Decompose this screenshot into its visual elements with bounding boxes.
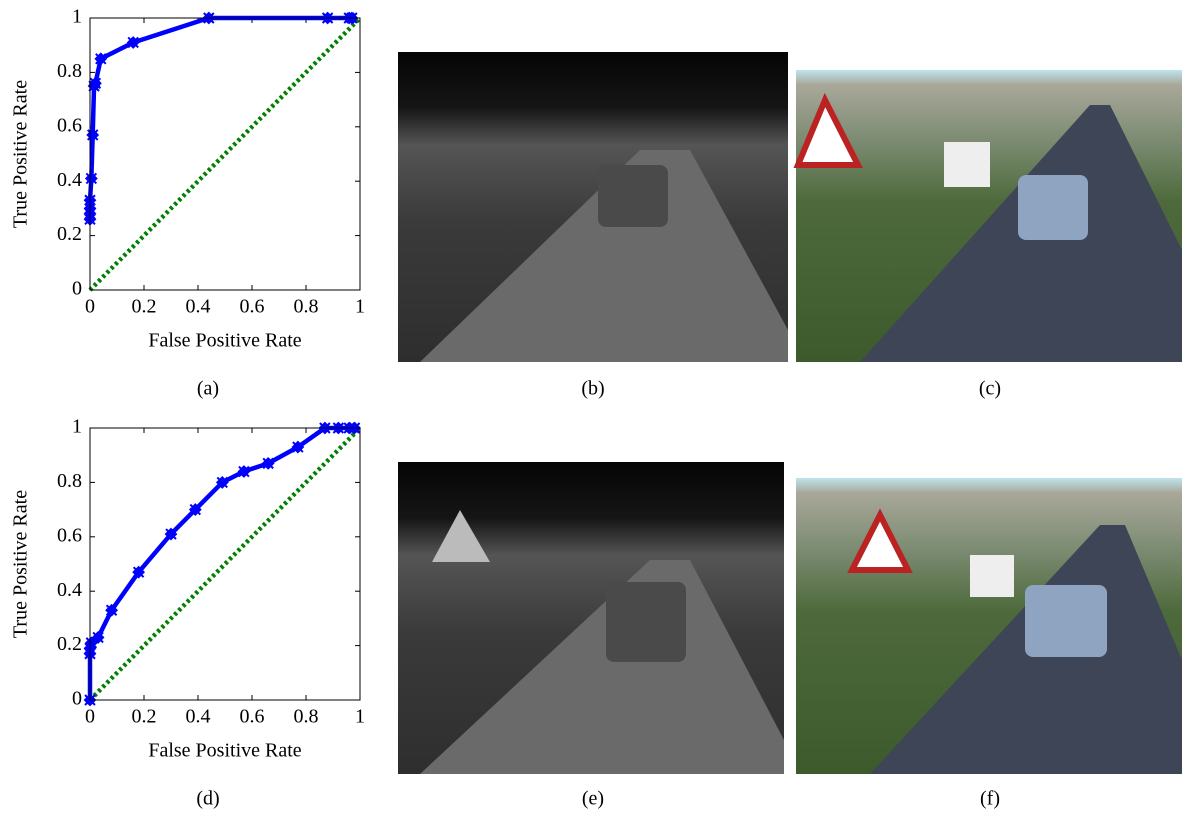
x-tick-label: 0 — [85, 296, 95, 318]
photo-b — [398, 52, 788, 362]
data-point — [166, 529, 176, 539]
x-tick-label: 0.2 — [132, 296, 157, 318]
x-axis-label: False Positive Rate — [148, 740, 301, 762]
x-tick-label: 0.8 — [294, 706, 319, 728]
y-axis-label: True Positive Rate — [10, 80, 32, 228]
data-point — [134, 567, 144, 577]
x-tick-label: 0 — [85, 706, 95, 728]
data-point — [96, 54, 106, 64]
caption: (c) — [979, 378, 1001, 400]
x-tick-label: 1 — [355, 296, 365, 318]
x-tick-label: 0.4 — [186, 296, 211, 318]
x-axis-label: False Positive Rate — [148, 330, 301, 352]
x-tick-label: 0.4 — [186, 706, 211, 728]
y-tick-label: 0.6 — [57, 114, 82, 136]
series-line — [90, 18, 360, 290]
y-tick-label: 0 — [72, 278, 82, 300]
caption: (b) — [581, 378, 604, 400]
photo-e — [398, 462, 784, 774]
data-point — [90, 78, 100, 88]
y-tick-label: 1 — [72, 6, 82, 28]
data-point — [217, 477, 227, 487]
figure: (a) (b) (c) (d) (e) (f) 0 0.2 0.4 0.6 0.8 1 0 0.2 0.4 0… — [0, 0, 1188, 818]
y-tick-label: 0.2 — [57, 223, 82, 245]
caption: (d) — [196, 788, 219, 810]
x-tick-label: 0.8 — [294, 296, 319, 318]
data-point — [93, 632, 103, 642]
caption: (e) — [582, 788, 604, 810]
y-tick-label: 0.4 — [57, 169, 82, 191]
x-tick-label: 1 — [355, 706, 365, 728]
caption: (a) — [197, 378, 219, 400]
data-point — [293, 442, 303, 452]
photo-c — [796, 70, 1182, 362]
data-point — [88, 130, 98, 140]
x-tick-label: 0.2 — [132, 706, 157, 728]
y-tick-label: 0.6 — [57, 524, 82, 546]
series-line — [90, 428, 360, 700]
data-point — [263, 458, 273, 468]
data-point — [190, 505, 200, 515]
caption: (f) — [980, 788, 1000, 810]
data-point — [128, 37, 138, 47]
x-tick-label: 0.6 — [240, 296, 265, 318]
photo-f — [796, 478, 1182, 774]
data-point — [86, 173, 96, 183]
y-tick-label: 0.8 — [57, 60, 82, 82]
x-tick-label: 0.6 — [240, 706, 265, 728]
y-tick-label: 0.2 — [57, 633, 82, 655]
y-axis-label: True Positive Rate — [10, 490, 32, 638]
data-point — [239, 467, 249, 477]
y-tick-label: 1 — [72, 416, 82, 438]
series-line — [90, 18, 352, 219]
y-tick-label: 0.4 — [57, 579, 82, 601]
data-point — [107, 605, 117, 615]
y-tick-label: 0.8 — [57, 470, 82, 492]
y-tick-label: 0 — [72, 688, 82, 710]
